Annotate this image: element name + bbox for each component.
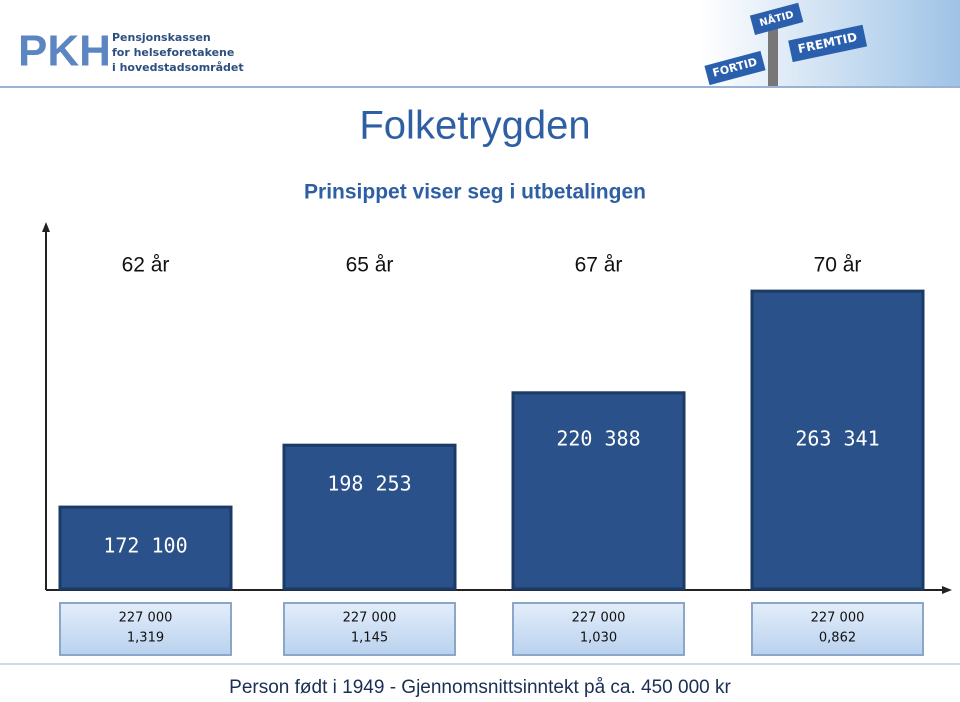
info-text: 227 000 xyxy=(119,611,173,626)
data-label: 220 388 xyxy=(556,427,640,451)
logo-line: for helseforetakene xyxy=(112,46,234,59)
data-label: 198 253 xyxy=(327,472,411,496)
x-tick-label: 62 år xyxy=(122,254,170,277)
logo-line: Pensjonskassen xyxy=(112,31,211,44)
bar xyxy=(511,391,686,591)
x-tick-label: 67 år xyxy=(575,254,623,277)
x-tick-label: 65 år xyxy=(346,254,394,277)
info-box xyxy=(283,602,456,656)
info-text: 227 000 xyxy=(811,611,865,626)
info-text: 1,030 xyxy=(580,631,617,646)
info-text: 0,862 xyxy=(819,631,856,646)
x-tick-label: 70 år xyxy=(814,254,862,277)
bar xyxy=(750,289,925,591)
axis-arrow xyxy=(942,586,952,594)
data-label: 263 341 xyxy=(795,427,879,451)
bar xyxy=(282,443,457,591)
info-box xyxy=(512,602,685,656)
logo: PKH xyxy=(18,27,111,76)
info-text: 227 000 xyxy=(343,611,397,626)
data-label: 172 100 xyxy=(103,534,187,558)
chart-subtitle: Prinsippet viser seg i utbetalingen xyxy=(304,181,646,204)
sign xyxy=(749,2,804,35)
sign xyxy=(704,50,766,86)
bar xyxy=(58,505,233,591)
chart-title: Folketrygden xyxy=(359,104,590,148)
footer: Person født i 1949 - Gjennomsnittsinntek… xyxy=(229,677,731,698)
logo-line: i hovedstadsområdet xyxy=(112,61,244,74)
info-box xyxy=(751,602,924,656)
sign-pole xyxy=(768,20,778,86)
info-box xyxy=(59,602,232,656)
info-text: 1,319 xyxy=(127,631,164,646)
info-text: 227 000 xyxy=(572,611,626,626)
axis-arrow xyxy=(42,222,50,232)
sign xyxy=(788,24,868,63)
info-text: 1,145 xyxy=(351,631,388,646)
